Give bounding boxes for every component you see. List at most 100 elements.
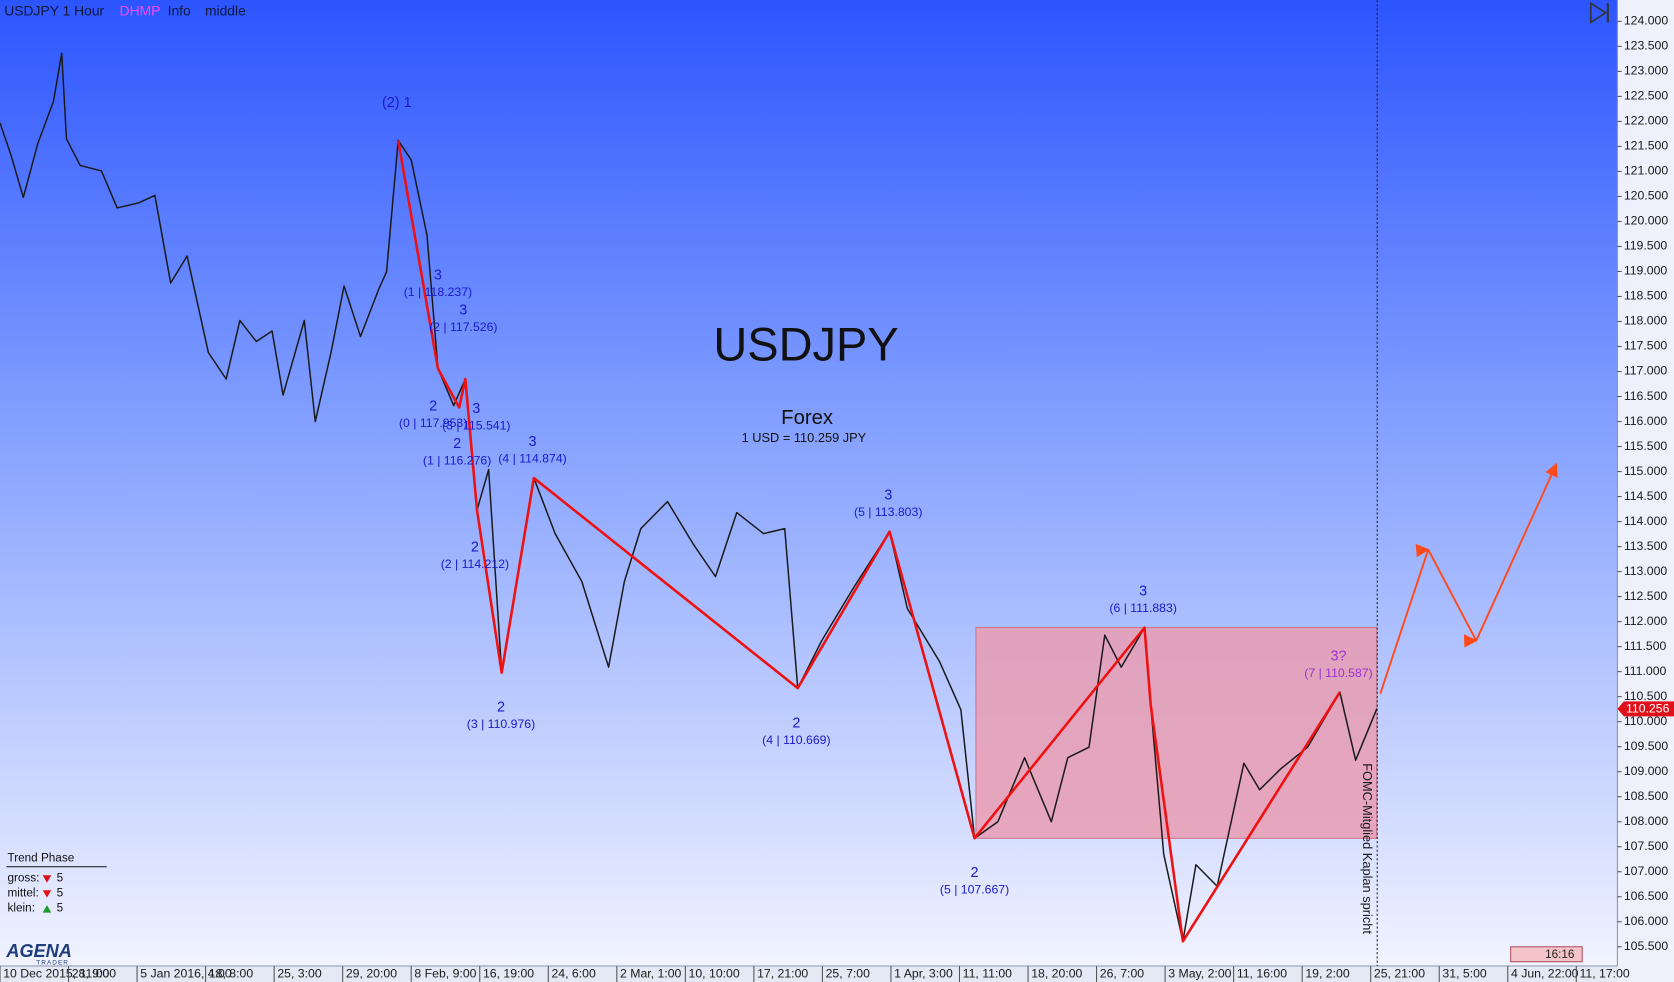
x-tick-label: 26, 7:00: [1100, 967, 1145, 981]
x-tick-label: 11, 11:00: [963, 967, 1013, 981]
header-symbol: USDJPY 1 Hour: [4, 2, 104, 18]
trend-value: 5: [57, 901, 64, 914]
last-price-box: [1617, 701, 1674, 717]
wave-sublabel: (0 | 117.953): [399, 416, 467, 430]
trend-value: 5: [57, 872, 64, 885]
price-line: [0, 52, 1378, 943]
play-icon[interactable]: [1589, 1, 1608, 24]
y-tick-label: 116.500: [1624, 389, 1668, 403]
x-tick-label: 25, 7:00: [826, 967, 871, 981]
trend-title: Trend Phase: [7, 851, 74, 864]
x-axis-panel: [0, 965, 1618, 982]
wave-label: 2: [453, 436, 461, 452]
y-tick-label: 108.500: [1624, 789, 1669, 803]
y-tick-label: 114.000: [1624, 514, 1668, 528]
y-axis-panel: [1617, 0, 1674, 982]
trend-label: klein:: [7, 901, 34, 914]
x-tick-label: 8 Feb, 9:00: [414, 967, 476, 981]
y-tick-label: 113.500: [1624, 539, 1668, 553]
x-tick-label: 25, 3:00: [277, 967, 322, 981]
x-tick-label: 16, 19:00: [483, 967, 534, 981]
trend-label: mittel:: [7, 887, 38, 900]
y-tick-label: 106.500: [1624, 889, 1669, 903]
x-tick-label: 10 Dec 2015, 11:00: [3, 967, 109, 981]
x-tick-label: 24, 6:00: [551, 967, 596, 981]
header-info[interactable]: Info: [168, 2, 191, 18]
x-tick-label: 11, 16:00: [1237, 967, 1287, 981]
y-tick-label: 117.500: [1624, 339, 1668, 353]
wave-sublabel: (5 | 113.803): [854, 505, 922, 519]
wave-label: 3: [529, 434, 537, 450]
wave-sublabel: (2 | 114.212): [441, 557, 509, 571]
x-tick-label: 17, 21:00: [757, 967, 808, 981]
wave-sublabel: (2 | 117.526): [429, 320, 497, 334]
x-tick-label: 5 Jan 2016, 4:00: [140, 967, 232, 981]
y-tick-label: 112.000: [1624, 614, 1668, 628]
zone-layer: [975, 626, 1378, 839]
x-tick-label: 28, 9:00: [72, 967, 117, 981]
text-layer: (2) 1 3 (1 | 118.237) 3 (2 | 117.526) 2 (0 | 1…: [382, 95, 1373, 896]
y-tick-label: 111.500: [1624, 639, 1667, 653]
trend-phase: Trend Phase gross: 5 mittel: 5 klein: 5: [6, 851, 107, 914]
wave-sublabel: (7 | 110.587): [1304, 666, 1372, 680]
wave-label: 2: [429, 398, 437, 414]
clock: 16:16: [1545, 948, 1575, 961]
wave-sublabel: (4 | 114.874): [498, 451, 566, 465]
x-tick-label: 29, 20:00: [346, 967, 397, 981]
wave-sublabel: (1 | 118.237): [404, 285, 472, 299]
wave-label: (2) 1: [382, 95, 412, 111]
x-tick-label: 3 May, 2:00: [1168, 967, 1231, 981]
y-tick-label: 109.500: [1624, 739, 1669, 753]
y-tick-label: 106.000: [1624, 914, 1669, 928]
x-tick-label: 31, 5:00: [1442, 967, 1487, 981]
clock-box: [1510, 946, 1583, 963]
y-tick-label: 108.000: [1624, 814, 1669, 828]
y-tick-label: 118.000: [1624, 314, 1668, 328]
projection-line: [1379, 462, 1558, 694]
y-tick-label: 113.000: [1624, 564, 1668, 578]
y-tick-label: 119.000: [1624, 264, 1668, 278]
wave-sublabel: (5 | 107.667): [940, 883, 1009, 897]
y-tick-label: 122.500: [1624, 89, 1669, 103]
wave-line: [396, 140, 1341, 943]
y-tick-label: 110.000: [1624, 714, 1668, 728]
chart-subtitle: Forex: [781, 407, 833, 429]
wave-label: 3: [1139, 583, 1147, 599]
last-price-label: 110.256: [1626, 702, 1670, 716]
brand-sub: TRADER: [36, 959, 69, 966]
lines-layer: [0, 52, 1558, 943]
y-tick-label: 115.500: [1624, 439, 1668, 453]
wave-label: 2: [792, 715, 800, 731]
wave-label: 2: [971, 865, 979, 881]
trend-label: gross:: [7, 872, 39, 885]
y-tick-label: 110.500: [1624, 689, 1668, 703]
wave-label: 2: [497, 699, 505, 715]
wave-label: 3: [884, 487, 892, 503]
header-dhmp[interactable]: DHMP: [120, 2, 161, 18]
y-tick-label: 115.000: [1624, 464, 1668, 478]
y-tick-label: 120.500: [1624, 189, 1669, 203]
y-tick-label: 107.000: [1624, 864, 1669, 878]
wave-sublabel: (3 | 110.976): [467, 717, 535, 731]
y-tick-label: 123.000: [1624, 64, 1669, 78]
event-label: FOMC-Mitglied Kaplan spricht: [1360, 763, 1375, 934]
y-tick-label: 107.500: [1624, 839, 1669, 853]
wave-sublabel: (4 | 110.669): [762, 733, 830, 747]
zone: [975, 626, 1378, 839]
x-tick-label: 1 Apr, 3:00: [894, 967, 953, 981]
brand-name: AGENA: [5, 941, 71, 961]
trend-arrow: [42, 890, 52, 898]
y-tick-label: 111.000: [1624, 664, 1667, 678]
wave-label: 3: [434, 267, 442, 283]
x-tick-label: 2 Mar, 1:00: [620, 967, 682, 981]
y-tick-label: 114.500: [1624, 489, 1668, 503]
wave-label: 2: [471, 539, 479, 555]
x-tick-label: 19, 2:00: [1305, 967, 1350, 981]
x-tick-label: 10, 10:00: [689, 967, 740, 981]
y-tick-label: 123.500: [1624, 39, 1669, 53]
header-mode[interactable]: middle: [205, 2, 246, 18]
wave-sublabel: (1 | 116.276): [423, 453, 491, 467]
play-button[interactable]: [1589, 1, 1609, 24]
